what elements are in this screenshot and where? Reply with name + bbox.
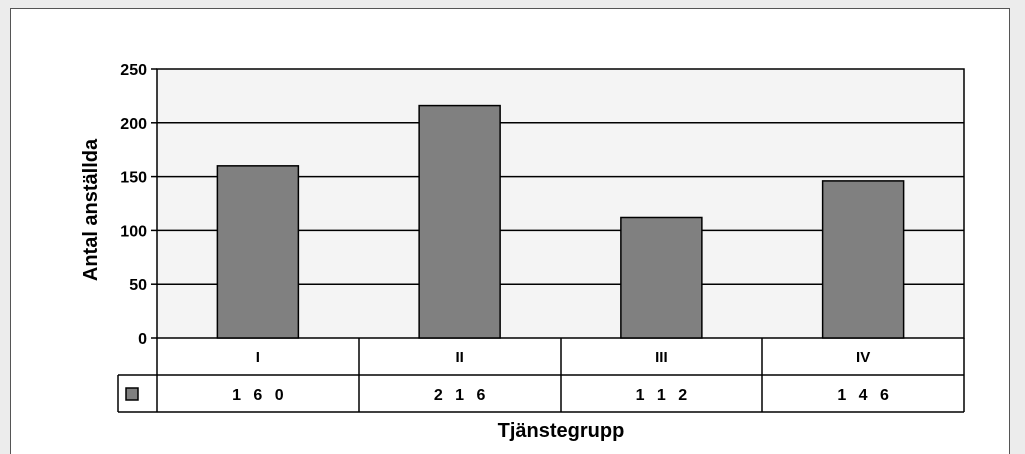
y-tick-label: 50 [129, 277, 147, 294]
value-label: 2 1 6 [434, 387, 490, 404]
y-tick-label: 150 [120, 170, 147, 187]
category-label: IV [856, 349, 870, 366]
y-tick-label: 200 [120, 116, 147, 133]
value-label: 1 4 6 [837, 387, 893, 404]
bar-IV [821, 180, 905, 339]
bars [216, 104, 905, 339]
y-tick-label: 250 [120, 62, 147, 79]
value-labels: 1 6 0 2 1 6 1 1 2 1 4 6 [232, 387, 893, 404]
category-labels: I II III IV [256, 349, 870, 366]
bar-III [620, 216, 703, 339]
y-axis-title: Antal anställda [80, 138, 102, 281]
bar-I [216, 165, 300, 339]
y-tick-label: 0 [138, 331, 147, 348]
category-label: III [655, 349, 668, 366]
value-label: 1 6 0 [232, 387, 288, 404]
bar-II [418, 104, 501, 339]
legend-swatch [125, 387, 139, 401]
y-tick-label: 100 [120, 223, 147, 240]
category-label: II [455, 349, 463, 366]
y-axis-ticks: 0 50 100 150 200 250 [120, 62, 157, 348]
value-label: 1 1 2 [636, 387, 692, 404]
category-label: I [256, 349, 260, 366]
data-table [117, 338, 965, 413]
x-axis-title: Tjänstegrupp [498, 420, 625, 442]
